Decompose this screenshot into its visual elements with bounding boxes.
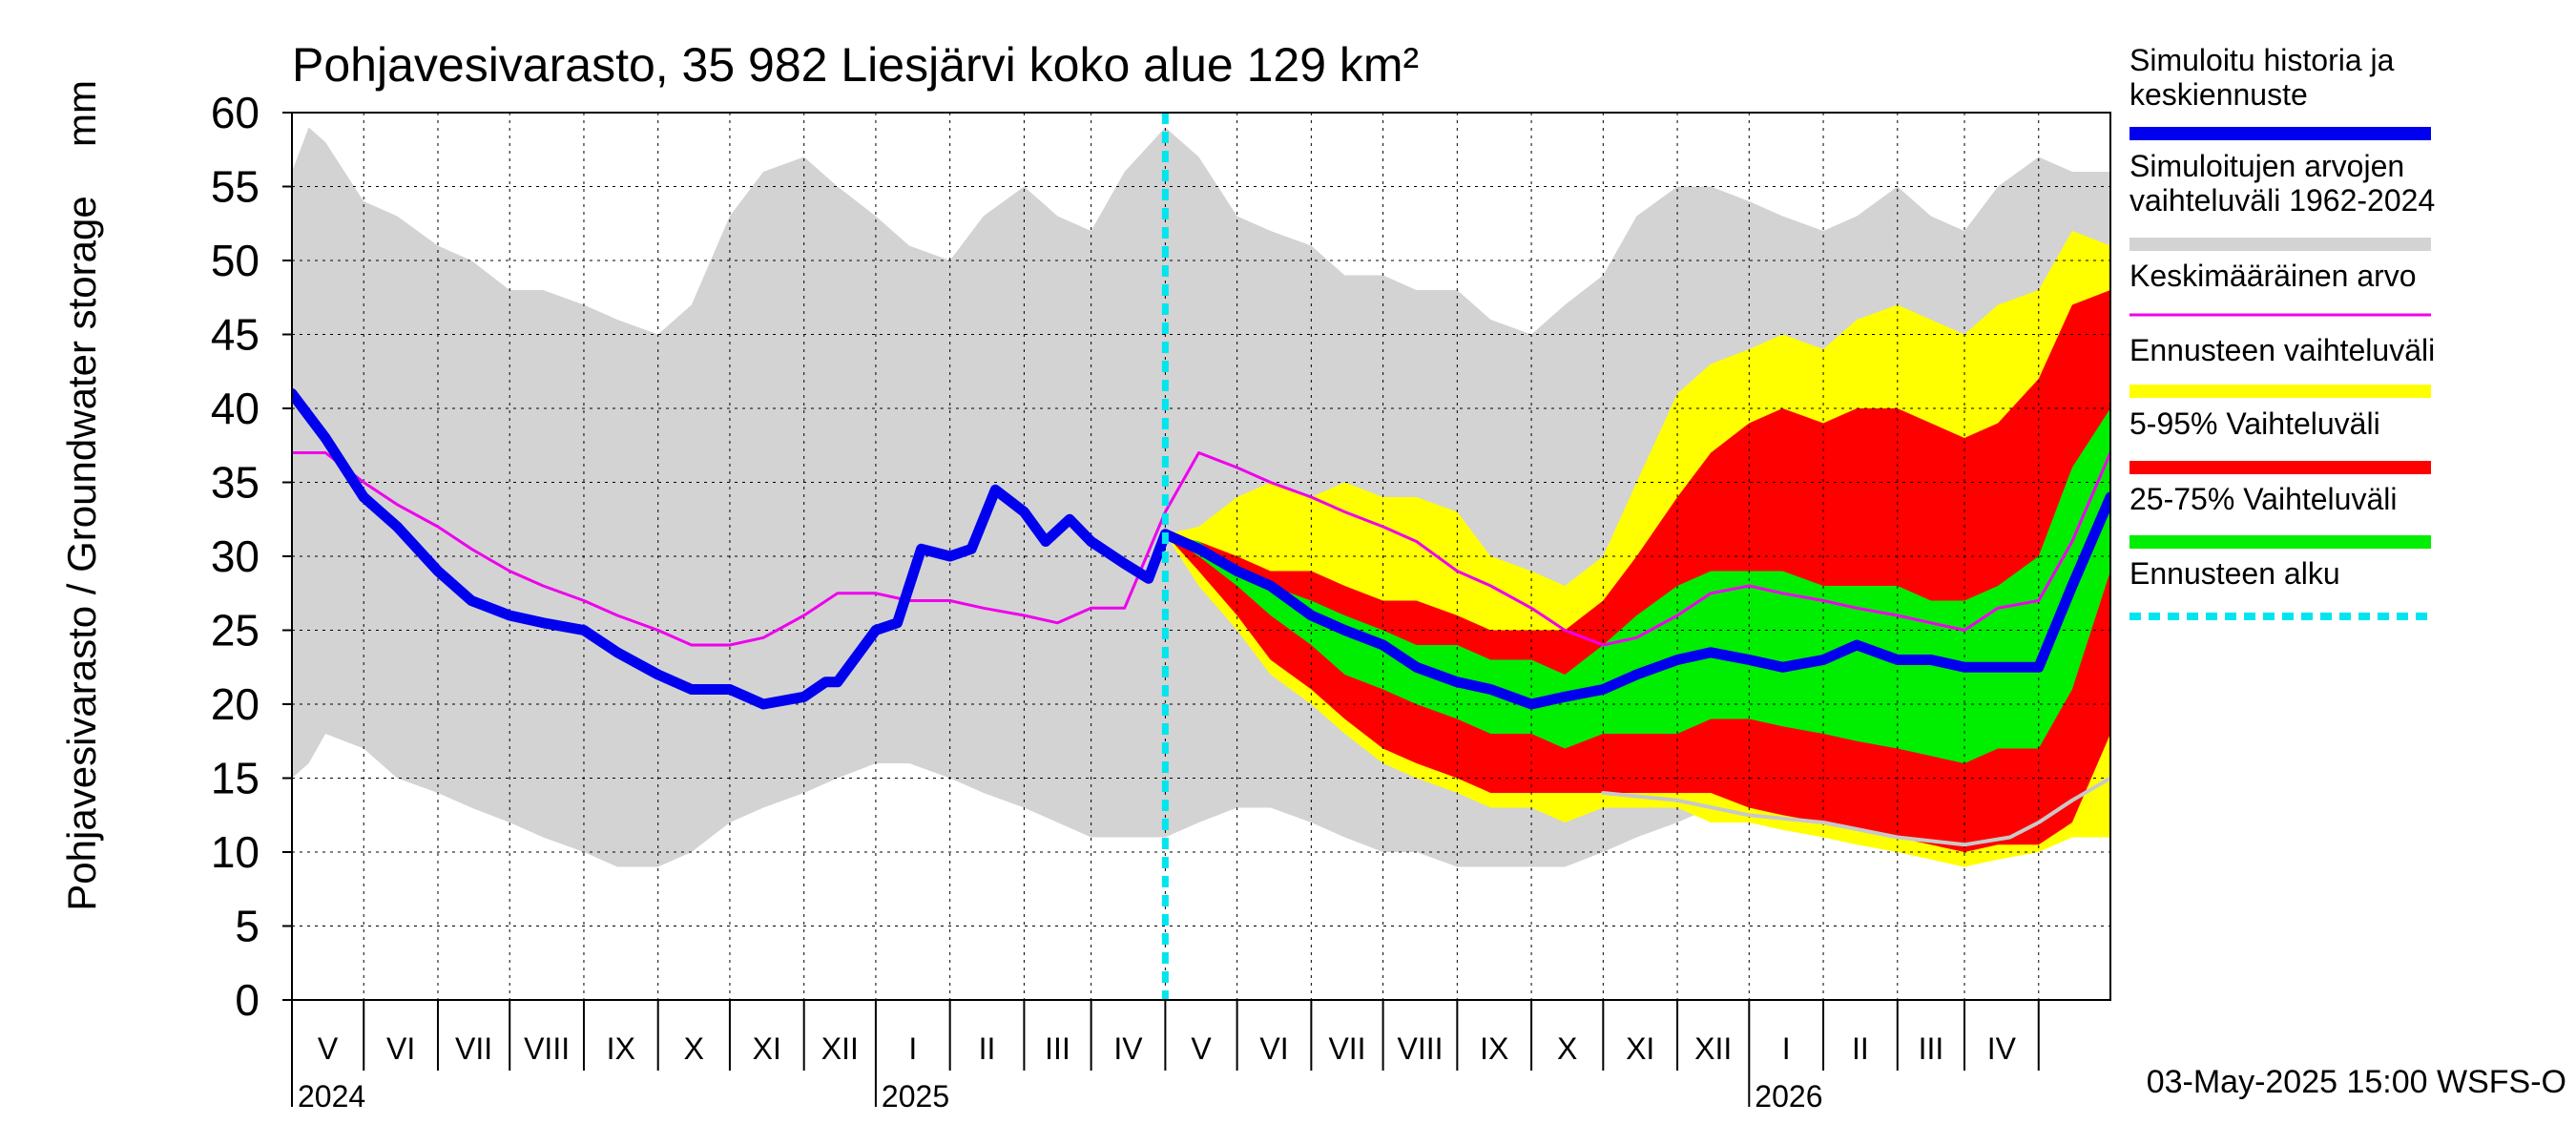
y-tick-label: 15: [211, 754, 260, 803]
month-tick-label: XI: [1626, 1031, 1654, 1066]
x-axis: V VI VII VIII IX X XI XII I II III IV V VI VII VIII IX X X…: [291, 1000, 2040, 1114]
month-tick-label: X: [1557, 1031, 1577, 1066]
band-3: [1165, 408, 2110, 763]
y-tick-label: 45: [211, 310, 260, 360]
y-tick-label: 0: [235, 975, 260, 1025]
month-tick-label: IX: [1480, 1031, 1508, 1066]
series-line-0: [292, 451, 2110, 647]
month-tick-label: VII: [455, 1031, 492, 1066]
legend-label: 25-75% Vaihteluväli: [2129, 482, 2397, 516]
month-tick-label: IV: [1987, 1031, 2017, 1066]
legend-label: Ennusteen vaihteluväli: [2129, 333, 2435, 367]
y-tick-label: 30: [211, 531, 260, 581]
y-tick-label: 40: [211, 384, 260, 433]
month-tick-label: XII: [821, 1031, 859, 1066]
legend-label: Simuloitujen arvojen vaihteluväli 1962-20…: [2129, 149, 2435, 218]
month-tick-label: X: [684, 1031, 704, 1066]
y-tick-label: 10: [211, 827, 260, 877]
month-tick-label: I: [1782, 1031, 1791, 1066]
month-tick-label: XII: [1694, 1031, 1732, 1066]
month-tick-label: VII: [1328, 1031, 1365, 1066]
month-tick-label: IX: [607, 1031, 635, 1066]
month-tick-label: VIII: [524, 1031, 570, 1066]
month-tick-label: VI: [1259, 1031, 1288, 1066]
month-tick-label: VI: [386, 1031, 415, 1066]
y-tick-label: 5: [235, 902, 260, 951]
y-tick-label: 35: [211, 458, 260, 508]
month-tick-label: I: [908, 1031, 917, 1066]
y-tick-label: 55: [211, 162, 260, 212]
month-tick-label: VIII: [1397, 1031, 1443, 1066]
y-axis-label: Pohjavesivarasto / Groundwater storage: [59, 196, 104, 910]
legend-label: Simuloitu historia ja keskiennuste: [2129, 43, 2395, 112]
legend-label: Ennusteen alku: [2129, 556, 2340, 591]
legend: Simuloitu historia ja keskiennuste Simuloi…: [2129, 43, 2435, 620]
y-axis-ticks: 0 5 10 15 20 25 30 35 40 45 50 55 60: [211, 88, 292, 1025]
chart-title: Pohjavesivarasto, 35 982 Liesjärvi koko …: [292, 38, 1419, 92]
series-line-2: [1601, 776, 2110, 847]
month-tick-label: V: [1191, 1031, 1212, 1066]
legend-label: Keskimääräinen arvo: [2129, 259, 2417, 293]
month-tick-label: XI: [753, 1031, 781, 1066]
y-axis-unit: mm: [59, 80, 104, 147]
legend-label: 5-95% Vaihteluväli: [2129, 406, 2380, 441]
band-layer: [292, 127, 2110, 867]
month-tick-label: V: [318, 1031, 339, 1066]
line-layer: [292, 388, 2110, 847]
month-tick-label: II: [1852, 1031, 1869, 1066]
footer-timestamp: 03-May-2025 15:00 WSFS-O: [2147, 1064, 2566, 1100]
year-label: 2024: [298, 1079, 365, 1114]
y-tick-label: 50: [211, 236, 260, 285]
year-label: 2026: [1755, 1079, 1822, 1114]
month-tick-label: II: [979, 1031, 996, 1066]
y-tick-label: 60: [211, 88, 260, 137]
series-line-1: [292, 388, 2110, 710]
month-tick-label: III: [1919, 1031, 1944, 1066]
y-tick-label: 25: [211, 606, 260, 656]
year-label: 2025: [882, 1079, 949, 1114]
month-tick-label: IV: [1113, 1031, 1143, 1066]
month-tick-label: III: [1045, 1031, 1070, 1066]
y-tick-label: 20: [211, 679, 260, 729]
